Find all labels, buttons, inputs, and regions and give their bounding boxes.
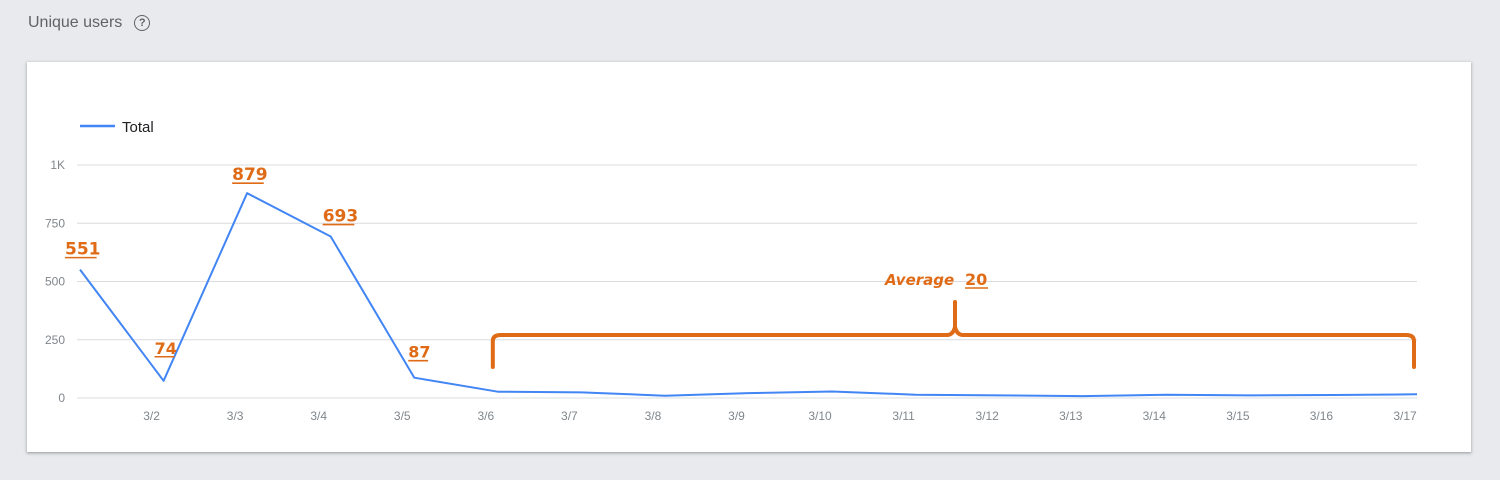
x-tick-label: 3/13 [1059,409,1083,423]
x-tick-label: 3/14 [1143,409,1167,423]
x-tick-label: 3/3 [227,409,244,423]
unique-users-chart: 0 250 500 750 1K 3/2 3/3 3/4 3/5 3/6 3/7 3/8 3/9 3/10… [45,119,1418,423]
y-tick-label: 250 [45,333,65,347]
point-annotation-label: 87 [408,343,430,362]
x-tick-label: 3/7 [561,409,578,423]
average-bracket [490,300,1416,369]
help-circle-icon[interactable]: ? [134,15,151,31]
legend-label: Total [122,119,154,136]
x-tick-label: 3/5 [394,409,411,423]
chart-title: Unique users [28,14,123,31]
y-tick-label: 0 [58,391,65,405]
series-line-total [79,192,1418,398]
x-tick-label: 3/10 [808,409,832,423]
x-tick-label: 3/11 [892,409,915,423]
y-tick-label: 500 [45,275,65,289]
x-tick-label: 3/9 [728,409,745,423]
chart-header: Unique users ? [28,14,151,32]
x-tick-label: 3/17 [1393,409,1417,423]
point-annotation-label: 74 [155,339,177,358]
point-annotation-label: 879 [232,165,268,185]
point-annotation-label: 551 [65,240,101,260]
x-tick-label: 3/15 [1226,409,1250,423]
average-annotation-value: 20 [965,270,987,289]
x-tick-label: 3/12 [976,409,1000,423]
y-tick-label: 1K [50,158,65,172]
x-tick-label: 3/4 [310,409,327,423]
chart-card: 0 250 500 750 1K 3/2 3/3 3/4 3/5 3/6 3/7 3/8 3/9 3/10… [27,62,1471,452]
y-tick-label: 750 [45,216,65,230]
point-annotation-label: 693 [323,207,359,227]
average-annotation-label: Average [884,271,954,289]
x-tick-label: 3/2 [143,409,160,423]
x-tick-label: 3/6 [477,409,494,423]
x-tick-label: 3/8 [645,409,662,423]
x-tick-label: 3/16 [1310,409,1334,423]
